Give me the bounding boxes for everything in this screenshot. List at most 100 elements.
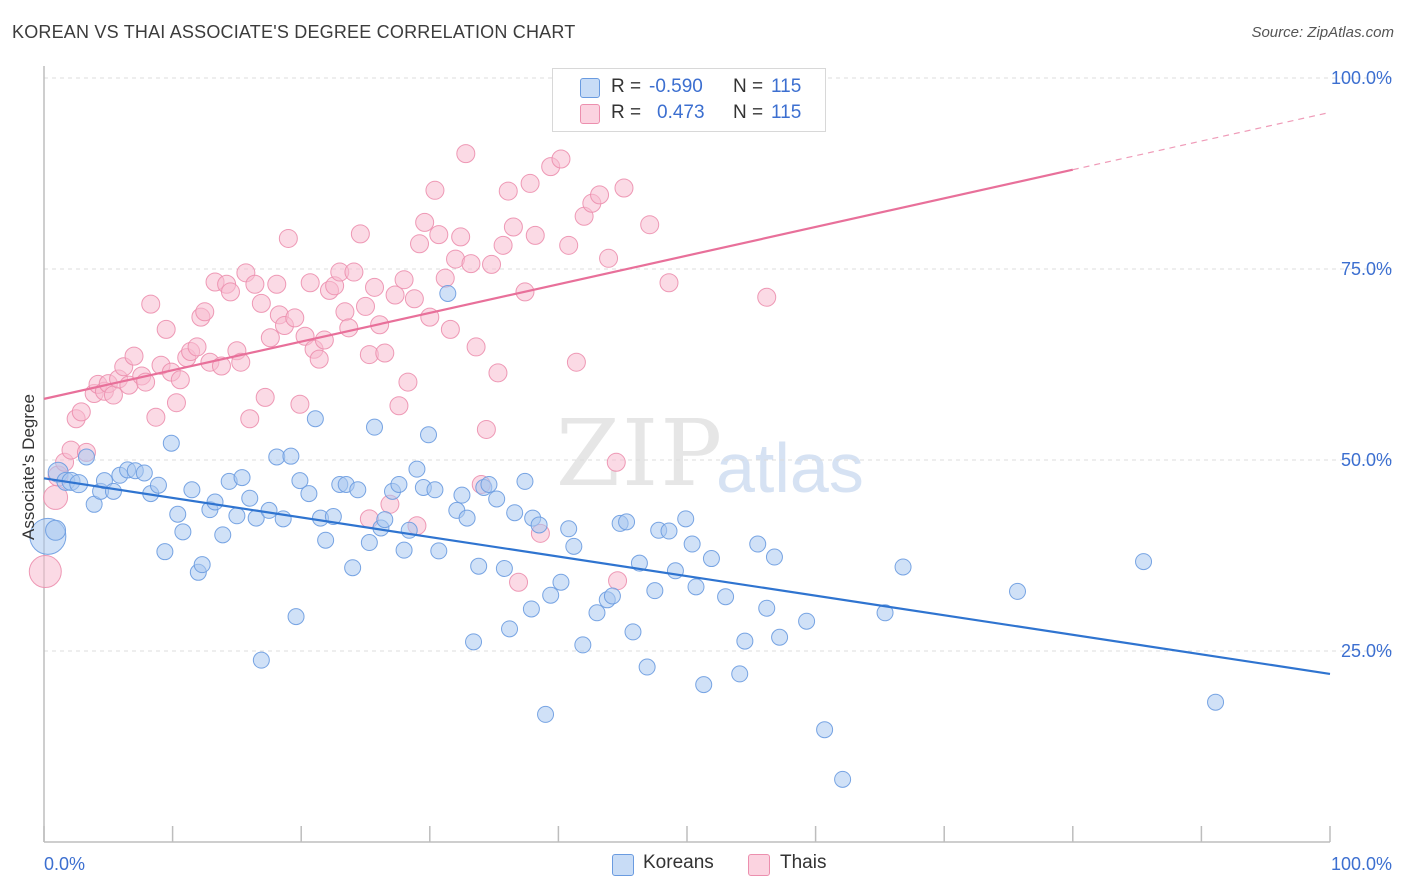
korean-point	[300, 485, 318, 503]
korean-point	[420, 426, 438, 444]
thai-point	[509, 572, 529, 592]
thai-point	[170, 370, 190, 390]
thai-point	[267, 274, 287, 294]
thai-point	[389, 396, 409, 416]
thai-point	[231, 352, 251, 372]
korean-point	[45, 519, 67, 541]
thai-point	[141, 294, 161, 314]
n-value-koreans: 115	[771, 76, 802, 97]
korean-point	[624, 623, 642, 641]
thai-point	[211, 356, 231, 376]
r-label: R =	[611, 102, 642, 123]
korean-point	[395, 541, 413, 559]
x-tick-label: 100.0%	[1331, 854, 1392, 874]
thai-point	[451, 227, 471, 247]
source-credit: Source: ZipAtlas.com	[1251, 24, 1394, 41]
korean-point	[104, 482, 122, 500]
korean-point	[169, 505, 187, 523]
thai-point	[103, 385, 123, 405]
korean-point	[287, 608, 305, 626]
korean-point	[522, 600, 540, 618]
thai-point	[394, 270, 414, 290]
thai-point	[300, 273, 320, 293]
korean-point	[366, 418, 384, 436]
thai-trend-extension	[1072, 111, 1331, 171]
korean-point	[228, 507, 246, 525]
korean-point	[638, 658, 656, 676]
thai-point	[525, 225, 545, 245]
korean-point	[530, 516, 548, 534]
thai-point	[640, 215, 660, 235]
korean-point	[798, 612, 816, 630]
axes	[43, 66, 1331, 843]
korean-point	[677, 510, 695, 528]
y-tick-label: 75.0%	[1341, 259, 1392, 279]
korean-point	[233, 469, 251, 487]
korean-point	[349, 481, 367, 499]
thai-point	[290, 394, 310, 414]
korean-point	[1207, 693, 1225, 711]
korean-point	[603, 587, 621, 605]
thai-point	[251, 293, 271, 313]
thai-point	[559, 235, 579, 255]
thai-point	[187, 337, 207, 357]
thai-point	[590, 185, 610, 205]
korean-point	[480, 475, 498, 493]
korean-point	[426, 481, 444, 499]
thai-point	[356, 296, 375, 316]
thai-point	[404, 289, 424, 309]
korean-point	[552, 573, 570, 591]
thai-point	[339, 318, 359, 338]
thai-point	[350, 224, 370, 244]
korean-point	[376, 511, 394, 529]
korean-point	[430, 542, 448, 560]
korean-point	[630, 554, 648, 572]
thai-point	[278, 228, 298, 248]
korean-point	[816, 721, 834, 739]
korean-point	[565, 537, 583, 555]
korean-point	[758, 599, 776, 617]
thai-point	[498, 181, 518, 201]
trend-lines	[43, 111, 1331, 676]
watermark-atlas: atlas	[716, 429, 864, 507]
korean-point	[324, 508, 342, 526]
korean-point	[439, 284, 457, 302]
thai-point	[614, 178, 634, 198]
korean-point	[317, 531, 335, 549]
thai-point	[429, 225, 449, 245]
korean-point	[666, 562, 684, 580]
thai-point	[551, 149, 571, 169]
thai-point	[757, 287, 777, 307]
korean-point	[660, 522, 678, 540]
korean-point	[465, 633, 483, 651]
korean-point	[731, 665, 749, 683]
korean-trend-line	[43, 477, 1331, 676]
thai-point	[606, 452, 626, 472]
korean-point	[537, 705, 555, 723]
korean-point	[206, 493, 224, 511]
thai-point	[285, 308, 305, 328]
korean-point	[174, 523, 192, 541]
y-tick-label: 50.0%	[1341, 450, 1392, 470]
thai-point	[503, 217, 523, 237]
thai-legend-swatch	[748, 854, 770, 876]
legend-row-koreans: R = -0.590 N = 115	[553, 74, 825, 100]
thai-swatch	[580, 104, 600, 124]
korean-point	[408, 460, 426, 478]
thai-point	[260, 328, 280, 348]
korean-point	[344, 559, 362, 577]
legend-label-thais: Thais	[780, 852, 827, 873]
korean-point	[252, 651, 270, 669]
y-axis-title: Associate's Degree	[19, 394, 38, 540]
korean-point	[156, 543, 174, 561]
thai-point	[456, 144, 476, 164]
thai-point	[375, 343, 395, 363]
tick-labels: 25.0% 50.0% 75.0% 100.0% 0.0% 100.0%	[44, 68, 1392, 874]
korean-point	[771, 628, 789, 646]
korean-point	[1009, 582, 1027, 600]
thai-point	[599, 248, 619, 268]
thai-point	[659, 273, 679, 293]
korean-point	[453, 486, 471, 504]
korean-point	[876, 604, 894, 622]
korean-point	[488, 490, 506, 508]
